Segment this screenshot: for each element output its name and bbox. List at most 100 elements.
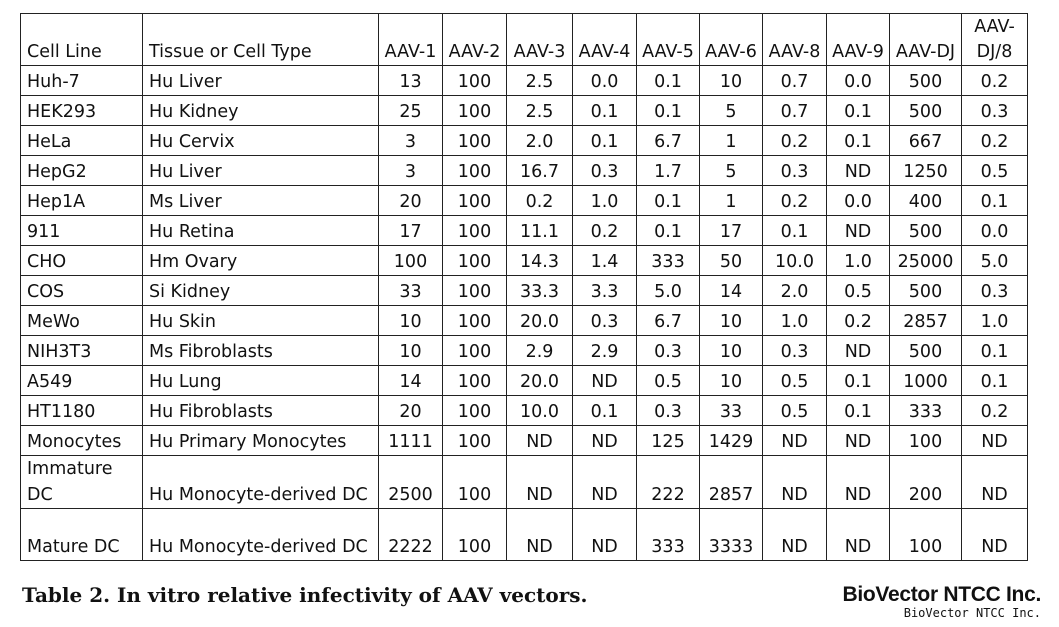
- tissue-type: Hm Ovary: [142, 245, 379, 276]
- value-cell: 25: [378, 95, 443, 126]
- value-cell: ND: [762, 425, 827, 456]
- tissue-type: Hu Skin: [142, 305, 379, 336]
- tissue-type: Hu Lung: [142, 365, 379, 396]
- value-cell: 16.7: [506, 155, 573, 186]
- value-cell: 0.1: [826, 125, 890, 156]
- value-cell: 1.0: [762, 305, 827, 336]
- brand-sub-text: BioVector NTCC Inc.: [903, 606, 1041, 620]
- value-cell: ND: [961, 455, 1028, 509]
- value-cell: 0.1: [961, 365, 1028, 396]
- value-cell: 3333: [699, 508, 763, 561]
- value-cell: 6.7: [636, 125, 700, 156]
- value-cell: 100: [442, 395, 507, 426]
- value-cell: 5.0: [961, 245, 1028, 276]
- column-header: AAV-8: [762, 13, 827, 66]
- cell-line: HepG2: [20, 155, 143, 186]
- value-cell: 20: [378, 185, 443, 216]
- value-cell: 17: [699, 215, 763, 246]
- value-cell: 0.5: [961, 155, 1028, 186]
- value-cell: 2.9: [572, 335, 637, 366]
- value-cell: 100: [442, 508, 507, 561]
- value-cell: 2500: [378, 455, 443, 509]
- value-cell: 500: [889, 215, 962, 246]
- value-cell: 2222: [378, 508, 443, 561]
- cell-line: A549: [20, 365, 143, 396]
- value-cell: 0.3: [762, 335, 827, 366]
- value-cell: 2.0: [506, 125, 573, 156]
- value-cell: 2857: [699, 455, 763, 509]
- cell-line: Hep1A: [20, 185, 143, 216]
- cell-line: Immature DC: [20, 455, 143, 509]
- value-cell: 0.3: [961, 95, 1028, 126]
- value-cell: 1.0: [826, 245, 890, 276]
- value-cell: 10: [378, 335, 443, 366]
- value-cell: 100: [889, 508, 962, 561]
- tissue-type: Hu Monocyte-derived DC: [142, 455, 379, 509]
- cell-line: MeWo: [20, 305, 143, 336]
- value-cell: 0.1: [572, 95, 637, 126]
- value-cell: 33.3: [506, 275, 573, 306]
- value-cell: 100: [442, 455, 507, 509]
- cell-line: HeLa: [20, 125, 143, 156]
- value-cell: ND: [506, 455, 573, 509]
- value-cell: 20.0: [506, 305, 573, 336]
- value-cell: 0.3: [572, 305, 637, 336]
- brand-logo-text: BioVector NTCC Inc.: [842, 583, 1042, 606]
- value-cell: 1429: [699, 425, 763, 456]
- table-row: HeLa Hu Cervix 3 100 2.0 0.1 6.7 1 0.2 0.1 667 0.2: [20, 125, 1028, 156]
- value-cell: 100: [442, 335, 507, 366]
- value-cell: 0.1: [636, 95, 700, 126]
- value-cell: 333: [889, 395, 962, 426]
- value-cell: 10: [699, 65, 763, 96]
- column-header: AAV-9: [826, 13, 890, 66]
- value-cell: 2.9: [506, 335, 573, 366]
- value-cell: 222: [636, 455, 700, 509]
- infectivity-table: Cell Line Tissue or Cell Type AAV-1 AAV-2 AA…: [20, 13, 1028, 561]
- table-row: Hep1A Ms Liver 20 100 0.2 1.0 0.1 1 0.2 0.0 400 0.1: [20, 185, 1028, 216]
- tissue-type: Si Kidney: [142, 275, 379, 306]
- value-cell: 3.3: [572, 275, 637, 306]
- value-cell: 100: [442, 425, 507, 456]
- value-cell: 33: [699, 395, 763, 426]
- value-cell: 10.0: [506, 395, 573, 426]
- value-cell: 14: [378, 365, 443, 396]
- value-cell: 13: [378, 65, 443, 96]
- column-header: AAV-6: [699, 13, 763, 66]
- cell-line: CHO: [20, 245, 143, 276]
- value-cell: 17: [378, 215, 443, 246]
- value-cell: 0.1: [572, 125, 637, 156]
- value-cell: 500: [889, 95, 962, 126]
- column-header: AAV-DJ: [889, 13, 962, 66]
- value-cell: 0.2: [506, 185, 573, 216]
- value-cell: 100: [442, 95, 507, 126]
- value-cell: 100: [442, 185, 507, 216]
- tissue-type: Hu Kidney: [142, 95, 379, 126]
- value-cell: 10: [699, 365, 763, 396]
- tissue-type: Hu Fibroblasts: [142, 395, 379, 426]
- value-cell: 10.0: [762, 245, 827, 276]
- value-cell: 333: [636, 245, 700, 276]
- table-row: HepG2 Hu Liver 3 100 16.7 0.3 1.7 5 0.3 ND 1250 0.5: [20, 155, 1028, 186]
- value-cell: 1.4: [572, 245, 637, 276]
- value-cell: 10: [699, 305, 763, 336]
- cell-line: NIH3T3: [20, 335, 143, 366]
- value-cell: 0.3: [636, 395, 700, 426]
- value-cell: 3: [378, 125, 443, 156]
- value-cell: 0.5: [826, 275, 890, 306]
- value-cell: 0.2: [572, 215, 637, 246]
- value-cell: 0.0: [826, 185, 890, 216]
- value-cell: 0.7: [762, 95, 827, 126]
- table-row: NIH3T3 Ms Fibroblasts 10 100 2.9 2.9 0.3 10 0.3 N…: [20, 335, 1028, 366]
- value-cell: 20.0: [506, 365, 573, 396]
- value-cell: 0.7: [762, 65, 827, 96]
- value-cell: 125: [636, 425, 700, 456]
- value-cell: ND: [826, 215, 890, 246]
- tissue-type: Hu Monocyte-derived DC: [142, 508, 379, 561]
- value-cell: 1000: [889, 365, 962, 396]
- value-cell: 0.1: [636, 65, 700, 96]
- value-cell: 0.1: [961, 185, 1028, 216]
- value-cell: 0.2: [762, 185, 827, 216]
- column-header: AAV-1: [378, 13, 443, 66]
- column-header: Tissue or Cell Type: [142, 13, 379, 66]
- value-cell: 10: [378, 305, 443, 336]
